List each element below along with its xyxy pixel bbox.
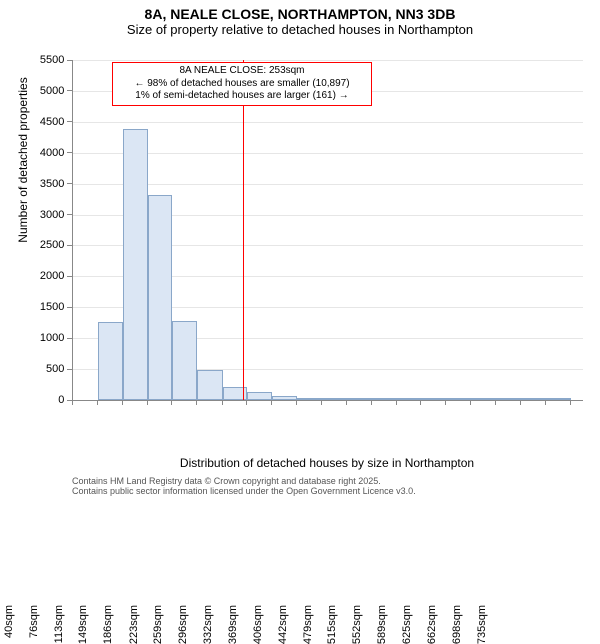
- y-tick: 3000: [27, 208, 72, 222]
- histogram-bar: [397, 398, 421, 400]
- gridline: [73, 60, 583, 61]
- x-tick-mark: [545, 400, 546, 405]
- x-tick-mark: [246, 400, 247, 405]
- y-tick: 5500: [27, 53, 72, 67]
- x-tick-mark: [321, 400, 322, 405]
- x-tick-label: 735sqm: [476, 605, 575, 644]
- marker-line: [243, 60, 244, 400]
- x-tick-mark: [296, 400, 297, 405]
- annotation-line: 8A NEALE CLOSE: 253sqm: [117, 65, 367, 78]
- x-tick-mark: [222, 400, 223, 405]
- gridline: [73, 184, 583, 185]
- y-tick: 500: [27, 362, 72, 376]
- x-tick-mark: [420, 400, 421, 405]
- histogram-bar: [247, 392, 272, 400]
- histogram-bar: [347, 398, 371, 400]
- histogram-bar: [98, 322, 122, 400]
- x-tick-mark: [271, 400, 272, 405]
- x-tick-mark: [122, 400, 123, 405]
- histogram-bar: [372, 398, 397, 400]
- y-tick: 5000: [27, 84, 72, 98]
- x-tick-mark: [147, 400, 148, 405]
- y-tick: 2000: [27, 269, 72, 283]
- x-tick-mark: [495, 400, 496, 405]
- chart-footer: Contains HM Land Registry data © Crown c…: [72, 476, 416, 496]
- x-tick-mark: [445, 400, 446, 405]
- chart-title: 8A, NEALE CLOSE, NORTHAMPTON, NN3 3DB: [0, 6, 600, 22]
- footer-line: Contains HM Land Registry data © Crown c…: [72, 476, 416, 486]
- histogram-bar: [546, 398, 571, 400]
- histogram-bar: [197, 370, 222, 400]
- x-tick-mark: [396, 400, 397, 405]
- marker-annotation: 8A NEALE CLOSE: 253sqm← 98% of detached …: [112, 62, 372, 106]
- x-tick-mark: [196, 400, 197, 405]
- annotation-line: 1% of semi-detached houses are larger (1…: [117, 90, 367, 103]
- histogram-bar: [421, 398, 446, 400]
- x-axis-label: Distribution of detached houses by size …: [72, 456, 582, 470]
- chart-plot-area: [72, 60, 583, 401]
- footer-line: Contains public sector information licen…: [72, 486, 416, 496]
- x-tick-mark: [72, 400, 73, 405]
- x-tick-mark: [97, 400, 98, 405]
- histogram-bar: [123, 129, 148, 400]
- x-tick-mark: [346, 400, 347, 405]
- y-tick: 2500: [27, 238, 72, 252]
- x-tick-mark: [570, 400, 571, 405]
- y-tick: 1500: [27, 300, 72, 314]
- y-tick: 0: [27, 393, 72, 407]
- annotation-line: ← 98% of detached houses are smaller (10…: [117, 78, 367, 91]
- y-tick: 4500: [27, 115, 72, 129]
- histogram-bar: [446, 398, 471, 400]
- gridline: [73, 153, 583, 154]
- histogram-bar: [322, 398, 347, 400]
- y-tick: 4000: [27, 146, 72, 160]
- histogram-bar: [297, 398, 322, 400]
- histogram-bar: [521, 398, 545, 400]
- x-tick-mark: [371, 400, 372, 405]
- chart-subtitle: Size of property relative to detached ho…: [0, 22, 600, 37]
- gridline: [73, 122, 583, 123]
- histogram-bar: [471, 398, 495, 400]
- x-tick-mark: [470, 400, 471, 405]
- x-tick-mark: [171, 400, 172, 405]
- y-tick: 3500: [27, 177, 72, 191]
- histogram-bar: [148, 195, 172, 400]
- x-tick-mark: [520, 400, 521, 405]
- histogram-bar: [496, 398, 521, 400]
- histogram-bar: [172, 321, 197, 400]
- histogram-bar: [272, 396, 296, 400]
- y-tick: 1000: [27, 331, 72, 345]
